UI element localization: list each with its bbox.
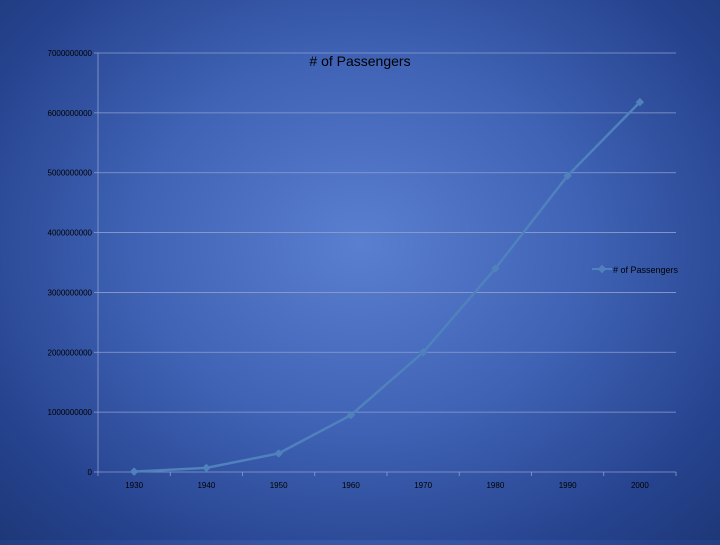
y-tick-label: 1000000000	[48, 408, 93, 417]
x-axis-ticks: 1930 1940 1950 1960 1970 1980 1990 2000	[97, 472, 677, 490]
gridlines	[97, 52, 676, 473]
legend: # of Passengers	[592, 264, 679, 275]
y-tick-label: 2000000000	[48, 348, 93, 357]
series-line	[134, 101, 641, 473]
data-point	[346, 410, 356, 420]
y-tick-label: 3000000000	[48, 288, 93, 297]
legend-diamond-marker	[597, 264, 607, 274]
x-tick-label: 1950	[270, 481, 288, 490]
data-point	[274, 449, 283, 458]
chart-title: # of Passengers	[309, 53, 410, 69]
x-tick-label: 1940	[197, 481, 215, 490]
legend-label: # of Passengers	[613, 265, 679, 275]
data-point	[129, 467, 139, 476]
x-tick-label: 1970	[414, 481, 432, 490]
y-tick-label: 5000000000	[48, 169, 93, 178]
x-tick-label: 1960	[342, 481, 360, 490]
x-tick-label: 1930	[125, 481, 143, 490]
data-point	[418, 348, 428, 357]
x-tick-label: 1980	[486, 481, 504, 490]
x-tick-label: 2000	[631, 481, 649, 490]
y-tick-label: 4000000000	[48, 229, 93, 238]
series-layer	[129, 97, 645, 476]
y-axis-ticks: 0 1000000000 2000000000 3000000000 400000000…	[48, 49, 98, 477]
x-tick-label: 1990	[559, 481, 577, 490]
y-tick-label: 6000000000	[48, 109, 93, 118]
y-tick-label: 0	[88, 468, 93, 477]
data-point	[202, 463, 211, 473]
data-point	[491, 264, 500, 273]
y-tick-label: 7000000000	[48, 49, 93, 58]
